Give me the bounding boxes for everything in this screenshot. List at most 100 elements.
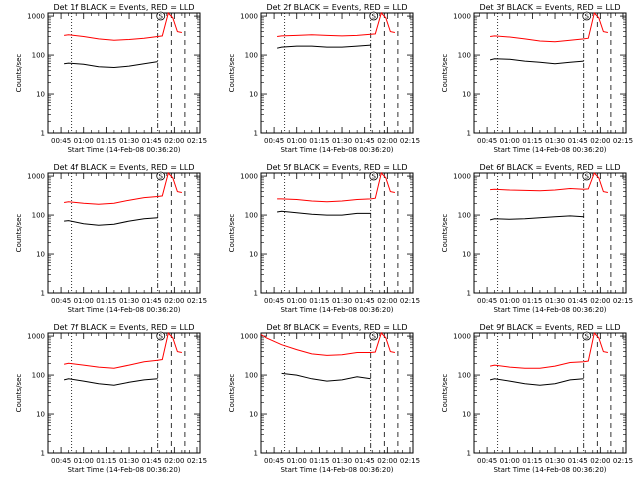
y-tick-label: 1 xyxy=(41,130,45,138)
plot-frame xyxy=(260,172,414,294)
x-tick-label: 00:45 xyxy=(51,137,71,145)
y-tick-label: 100 xyxy=(245,52,258,60)
y-tick-label: 1 xyxy=(467,450,471,458)
series-line-events xyxy=(277,210,371,216)
x-tick-label: 01:00 xyxy=(287,297,307,305)
y-tick-label: 100 xyxy=(245,372,258,380)
y-tick-label: 10 xyxy=(36,251,45,259)
chart-title: Det 8f BLACK = Events, RED = LLD xyxy=(266,323,407,332)
x-tick-label: 01:00 xyxy=(74,137,94,145)
x-tick-label: 01:15 xyxy=(522,457,542,465)
series-line-lld xyxy=(277,171,395,203)
marker-label: S xyxy=(585,13,590,21)
chart-title: Det 2f BLACK = Events, RED = LLD xyxy=(266,3,407,12)
y-tick-label: 1000 xyxy=(240,13,258,21)
y-axis-label: Counts/sec xyxy=(228,374,236,413)
x-tick-label: 00:45 xyxy=(477,137,497,145)
x-tick-label: 00:45 xyxy=(264,297,284,305)
marker-label: S xyxy=(372,13,377,21)
series-line-events xyxy=(64,61,158,69)
y-axis-label: Counts/sec xyxy=(228,54,236,93)
marker-label: S xyxy=(159,13,164,21)
x-tick-label: 02:15 xyxy=(613,137,633,145)
y-tick-label: 1 xyxy=(41,450,45,458)
y-axis-label: Counts/sec xyxy=(15,374,23,413)
series-line-events xyxy=(64,217,158,226)
series-line-events xyxy=(489,58,584,65)
x-axis-label: Start Time (14-Feb-08 00:36:20) xyxy=(493,466,606,474)
y-tick-label: 1 xyxy=(467,290,471,298)
x-tick-label: 01:30 xyxy=(119,137,139,145)
x-tick-label: 01:30 xyxy=(332,137,352,145)
x-tick-label: 01:30 xyxy=(545,137,565,145)
y-tick-label: 10 xyxy=(462,411,471,419)
y-tick-label: 10 xyxy=(36,411,45,419)
y-tick-label: 1 xyxy=(41,290,45,298)
marker-circle xyxy=(369,171,379,181)
chart-title: Det 9f BLACK = Events, RED = LLD xyxy=(479,323,620,332)
y-tick-label: 100 xyxy=(32,52,45,60)
x-tick-label: 01:15 xyxy=(96,457,116,465)
y-tick-label: 10 xyxy=(249,251,258,259)
plot-frame xyxy=(260,12,414,134)
y-tick-label: 1000 xyxy=(27,333,45,341)
marker-label: S xyxy=(585,333,590,341)
x-tick-label: 01:45 xyxy=(142,137,162,145)
chart-panel-6: Det 6f BLACK = Events, RED = LLD 1 10 100 10… xyxy=(441,163,633,314)
marker-circle xyxy=(582,171,592,181)
x-tick-label: 01:00 xyxy=(500,457,520,465)
x-tick-label: 02:00 xyxy=(377,137,397,145)
x-tick-label: 01:45 xyxy=(142,297,162,305)
y-tick-label: 100 xyxy=(32,372,45,380)
x-tick-label: 02:00 xyxy=(377,457,397,465)
x-tick-label: 01:00 xyxy=(74,297,94,305)
y-tick-label: 1000 xyxy=(453,333,471,341)
plot-frame xyxy=(47,332,201,454)
x-tick-label: 02:00 xyxy=(164,297,184,305)
x-tick-label: 01:15 xyxy=(522,297,542,305)
y-tick-label: 10 xyxy=(462,251,471,259)
x-tick-label: 00:45 xyxy=(51,457,71,465)
x-tick-label: 01:15 xyxy=(522,137,542,145)
chart-panel-2: Det 2f BLACK = Events, RED = LLD 1 10 100 10… xyxy=(228,3,420,154)
chart-panel-3: Det 3f BLACK = Events, RED = LLD 1 10 100 10… xyxy=(441,3,633,154)
marker-circle xyxy=(156,11,166,21)
x-tick-label: 02:15 xyxy=(400,137,420,145)
chart-title: Det 3f BLACK = Events, RED = LLD xyxy=(479,3,620,12)
x-tick-label: 01:15 xyxy=(309,457,329,465)
x-tick-label: 02:00 xyxy=(164,457,184,465)
x-tick-label: 02:00 xyxy=(590,297,610,305)
y-tick-label: 10 xyxy=(36,91,45,99)
chart-panel-8: Det 8f BLACK = Events, RED = LLD 1 10 100 10… xyxy=(228,323,420,474)
x-tick-label: 01:45 xyxy=(568,137,588,145)
plot-frame xyxy=(47,172,201,294)
marker-circle xyxy=(369,11,379,21)
plot-frame xyxy=(260,332,414,454)
x-tick-label: 02:00 xyxy=(590,137,610,145)
y-tick-label: 1 xyxy=(254,130,258,138)
marker-label: S xyxy=(585,173,590,181)
marker-circle xyxy=(156,171,166,181)
x-tick-label: 01:30 xyxy=(119,297,139,305)
y-tick-label: 1000 xyxy=(240,173,258,181)
x-tick-label: 01:00 xyxy=(287,457,307,465)
y-axis-label: Counts/sec xyxy=(15,214,23,253)
chart-title: Det 7f BLACK = Events, RED = LLD xyxy=(53,323,194,332)
x-tick-label: 02:15 xyxy=(187,457,207,465)
x-axis-label: Start Time (14-Feb-08 00:36:20) xyxy=(280,306,393,314)
y-tick-label: 100 xyxy=(458,52,471,60)
marker-label: S xyxy=(159,173,164,181)
plot-frame xyxy=(473,172,627,294)
y-tick-label: 1000 xyxy=(453,173,471,181)
chart-title: Det 5f BLACK = Events, RED = LLD xyxy=(266,163,407,172)
series-line-events xyxy=(489,378,584,386)
x-tick-label: 00:45 xyxy=(477,297,497,305)
chart-title: Det 6f BLACK = Events, RED = LLD xyxy=(479,163,620,172)
series-line-lld xyxy=(64,11,182,41)
x-tick-label: 00:45 xyxy=(264,137,284,145)
marker-circle xyxy=(369,331,379,341)
series-line-events xyxy=(276,44,371,49)
series-line-lld xyxy=(64,171,182,205)
y-axis-label: Counts/sec xyxy=(441,374,449,413)
